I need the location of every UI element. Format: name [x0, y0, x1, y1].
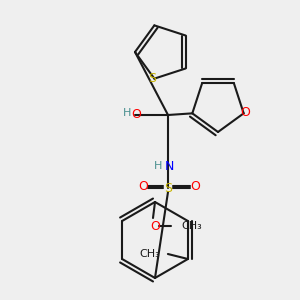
Text: S: S [164, 182, 172, 194]
Text: O: O [150, 220, 160, 232]
Text: N: N [164, 160, 174, 173]
Text: O: O [131, 107, 141, 121]
Text: CH₃: CH₃ [181, 221, 202, 231]
Text: H: H [123, 108, 131, 118]
Text: H: H [154, 161, 162, 171]
Text: CH₃: CH₃ [139, 249, 160, 259]
Text: O: O [241, 106, 250, 119]
Text: S: S [148, 72, 156, 85]
Text: O: O [138, 181, 148, 194]
Text: O: O [190, 181, 200, 194]
